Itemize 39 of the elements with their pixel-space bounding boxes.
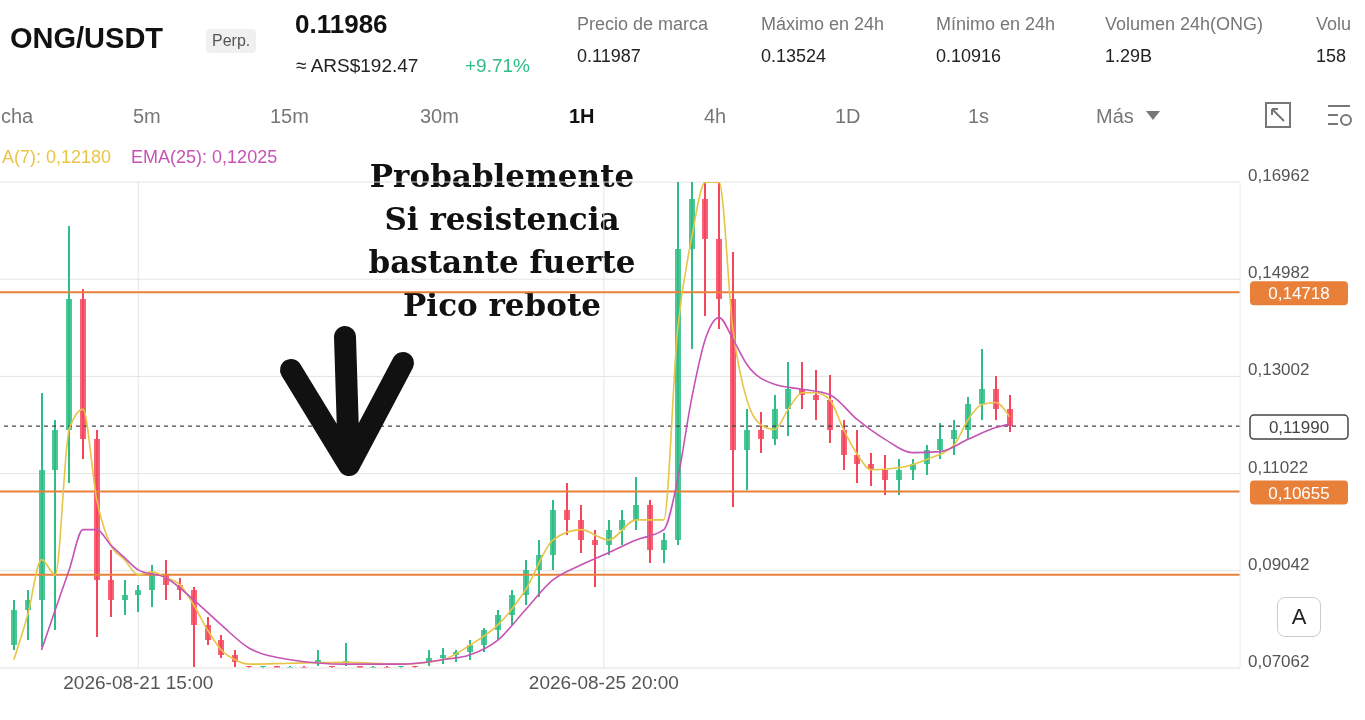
text: 0.10916: [936, 45, 1002, 68]
text: 5m: [133, 104, 161, 129]
text: 15m: [270, 104, 309, 129]
text: EMA(25): 0,12025: [131, 147, 278, 167]
text: ≈ ARS$192.47: [296, 54, 419, 78]
text: 0.11987: [577, 45, 641, 68]
text: +9.71%: [465, 54, 530, 78]
text: 1D: [835, 104, 861, 129]
text: 0.13524: [761, 45, 827, 68]
text: 158: [1316, 45, 1347, 68]
text: Mínimo en 24h: [936, 13, 1056, 36]
text: Volu: [1316, 13, 1352, 36]
text: Máximo en 24h: [761, 13, 885, 36]
text: 4h: [704, 104, 727, 129]
ref-line-label: 0,11990: [1268, 418, 1330, 438]
y-tick-label: 0,14982: [1248, 263, 1310, 283]
text: A(7): 0,12180: [2, 147, 112, 167]
y-tick-label: 0,16962: [1248, 166, 1310, 186]
text: A: [1278, 598, 1320, 636]
ref-line-label: 0,14718: [1268, 284, 1330, 304]
text: 0.11986: [295, 8, 388, 41]
y-tick-label: 0,07062: [1248, 652, 1310, 672]
y-tick-label: 0,11022: [1248, 457, 1309, 477]
text: Más: [1096, 104, 1134, 129]
y-tick-label: 0,09042: [1248, 554, 1310, 574]
text: Volumen 24h(ONG): [1105, 13, 1264, 36]
y-tick-label: 0,13002: [1248, 360, 1310, 380]
ref-line-label: 0,10655: [1268, 483, 1330, 503]
chart-title: ONG/USDT: [10, 22, 164, 55]
text: 30m: [420, 104, 459, 129]
text: Precio de marca: [577, 13, 709, 36]
text: cha: [1, 104, 34, 129]
text: 1.29B: [1105, 45, 1153, 68]
text: 1s: [968, 104, 990, 129]
x-tick-label: 2026-08-25 20:00: [528, 672, 679, 694]
annotation: Probablemente Si resistencia bastante fuerte Pico rebote: [367, 157, 637, 325]
text: Perp.: [212, 31, 251, 51]
x-tick-label: 2026-08-21 15:00: [63, 672, 214, 694]
text: 1H: [569, 104, 595, 129]
